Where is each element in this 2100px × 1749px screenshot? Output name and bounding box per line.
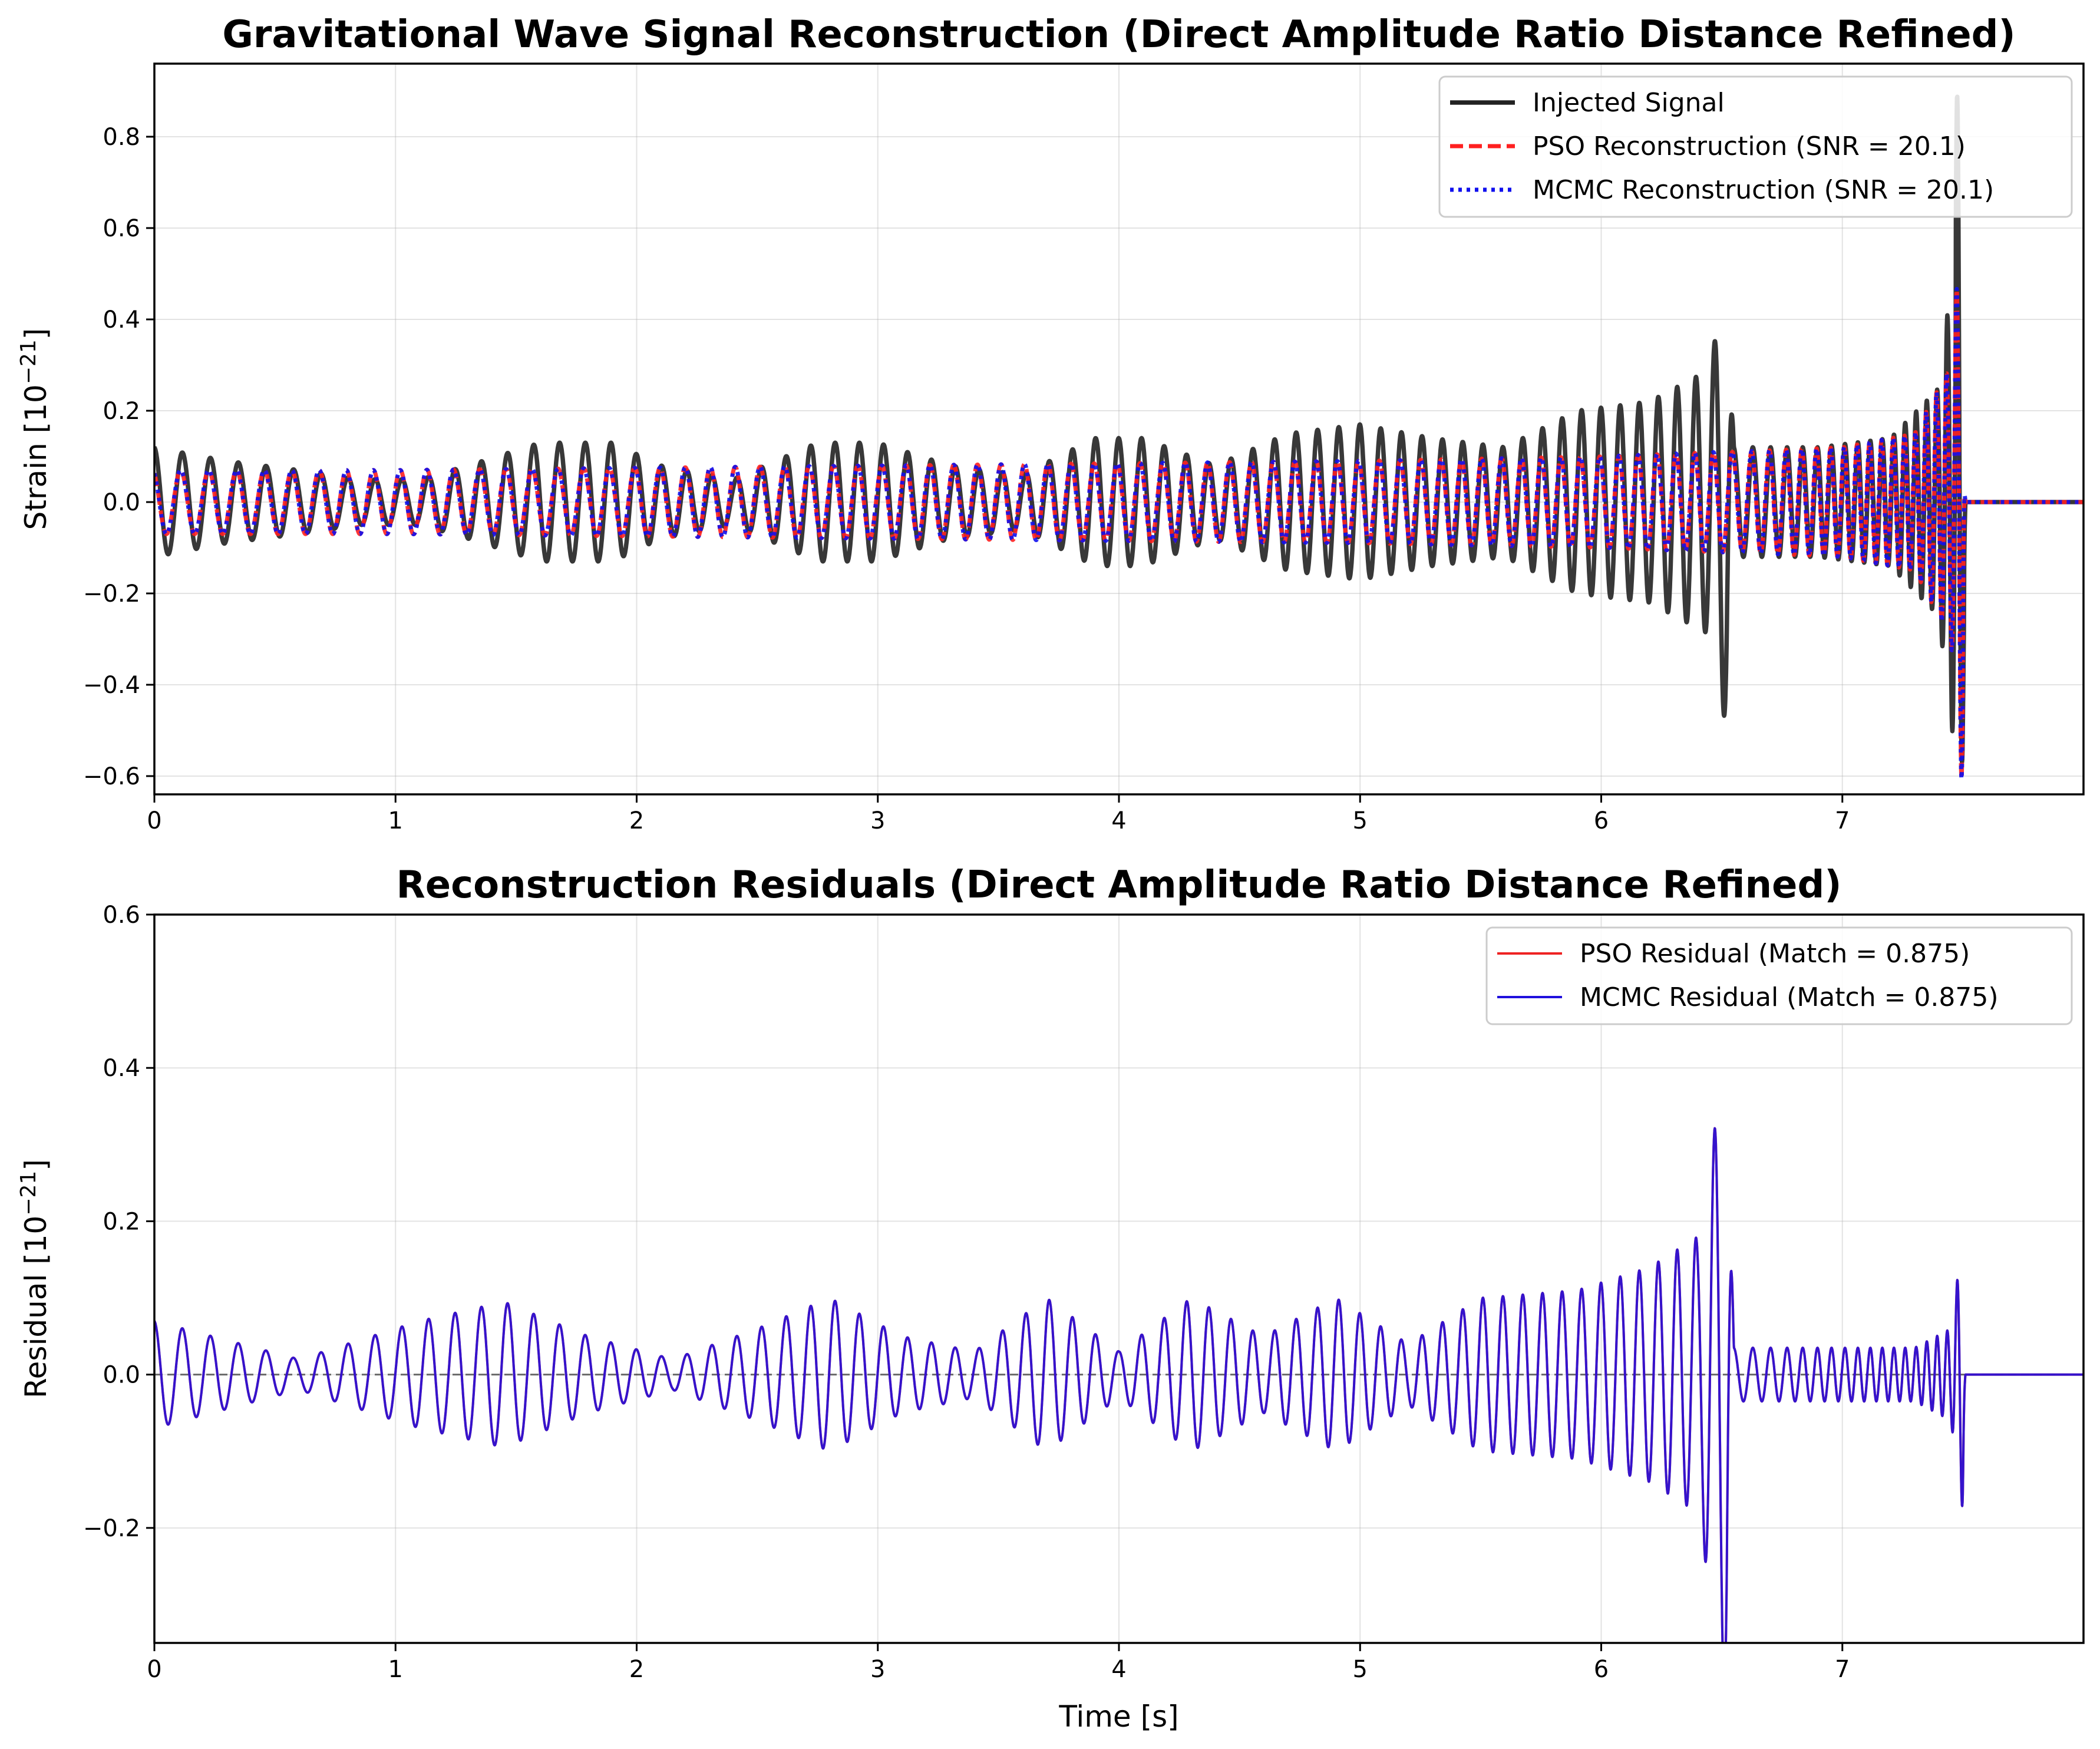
y-tick-label: 0.6 [103,215,140,242]
y-tick-label: 0.2 [103,1208,140,1235]
x-tick-label: 6 [1594,807,1609,834]
x-tick-label: 5 [1353,807,1368,834]
residual-plot-area [154,1127,2084,1643]
x-tick-label: 6 [1594,1656,1609,1683]
x-tick-label: 1 [388,807,403,834]
y-tick-label: −0.4 [83,672,140,699]
y-tick-label: 0.2 [103,398,140,425]
residual-legend: PSO Residual (Match = 0.875) MCMC Residu… [1485,926,2073,1025]
signal-y-axis: −0.6 −0.4 −0.2 0.0 0.2 0.4 0.6 0.8 [83,124,154,790]
x-tick-label: 2 [629,1656,644,1683]
y-tick-label: 0.4 [103,1055,140,1082]
x-tick-label: 0 [147,1656,161,1683]
signal-y-axis-label: Strain [10−21] [16,328,53,530]
legend-label-pso-reconstruction: PSO Reconstruction (SNR = 20.1) [1533,131,1966,161]
y-tick-label: 0.8 [103,124,140,151]
y-tick-label: 0.0 [103,489,140,516]
legend-label-pso-residual: PSO Residual (Match = 0.875) [1580,939,1970,969]
legend-item-mcmc-residual: MCMC Residual (Match = 0.875) [1497,982,1999,1012]
signal-y-label-close: ] [19,328,53,340]
residual-y-label-base: Residual [10 [19,1216,53,1398]
signal-panel-title: Gravitational Wave Signal Reconstruction… [222,13,2015,57]
residual-y-label-exponent: −21 [16,1171,41,1216]
residual-x-axis-label: Time [s] [1058,1700,1178,1734]
x-tick-label: 1 [388,1656,403,1683]
series-line-mcmc-reconstruction-snr-20-1 [154,286,2084,781]
x-tick-label: 2 [629,807,644,834]
y-tick-label: 0.0 [103,1362,140,1389]
x-tick-label: 7 [1835,807,1850,834]
legend-item-pso-reconstruction: PSO Reconstruction (SNR = 20.1) [1450,131,1966,161]
signal-legend-box [1438,75,2073,218]
y-tick-label: 0.6 [103,902,140,929]
x-tick-label: 0 [147,807,161,834]
residual-panel: Reconstruction Residuals (Direct Amplitu… [16,863,2085,1734]
legend-label-mcmc-reconstruction: MCMC Reconstruction (SNR = 20.1) [1533,175,1994,205]
y-tick-label: −0.2 [83,580,140,608]
signal-legend: Injected Signal PSO Reconstruction (SNR … [1438,75,2073,218]
y-tick-label: 0.4 [103,306,140,334]
residual-y-axis: −0.2 0.0 0.2 0.4 0.6 [83,902,154,1542]
signal-panel: Gravitational Wave Signal Reconstruction… [16,13,2085,834]
x-tick-label: 7 [1835,1656,1850,1683]
x-tick-label: 3 [870,1656,885,1683]
series-line-mcmc-residual-match-0-875 [154,1127,2084,1643]
x-tick-label: 4 [1111,1656,1126,1683]
residual-y-axis-label: Residual [10−21] [16,1159,53,1398]
residual-legend-box [1485,926,2073,1025]
legend-item-injected-signal: Injected Signal [1450,88,1725,118]
x-tick-label: 5 [1353,1656,1368,1683]
y-tick-label: −0.6 [83,763,140,790]
signal-y-label-exponent: −21 [16,339,41,384]
signal-plot-area [154,94,2084,781]
legend-label-injected-signal: Injected Signal [1533,88,1725,118]
x-tick-label: 3 [870,807,885,834]
legend-item-mcmc-reconstruction: MCMC Reconstruction (SNR = 20.1) [1450,175,1994,205]
residual-panel-title: Reconstruction Residuals (Direct Amplitu… [396,863,1841,907]
x-tick-label: 4 [1111,807,1126,834]
signal-y-label-base: Strain [10 [19,384,53,530]
y-tick-label: −0.2 [83,1515,140,1542]
legend-label-mcmc-residual: MCMC Residual (Match = 0.875) [1580,982,1999,1012]
signal-x-axis: 0 1 2 3 4 5 6 7 [147,794,1850,834]
residual-y-label-close: ] [19,1159,53,1171]
legend-item-pso-residual: PSO Residual (Match = 0.875) [1497,939,1970,969]
residual-x-axis: 0 1 2 3 4 5 6 7 [147,1643,1850,1683]
